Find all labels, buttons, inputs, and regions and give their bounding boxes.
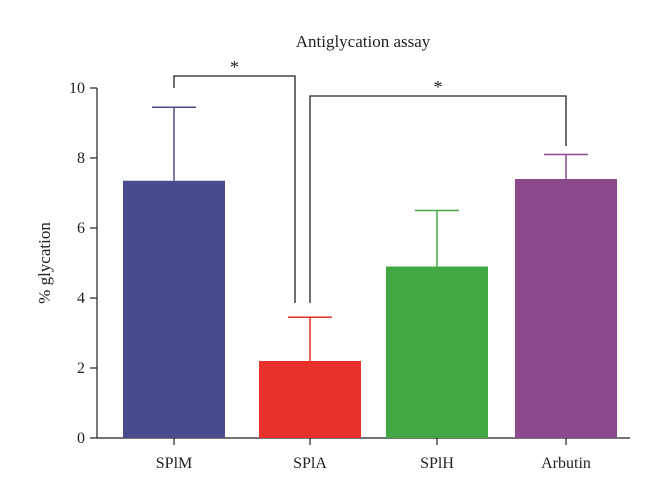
x-tick-label: Arbutin [541, 455, 591, 472]
bar-arbutin [515, 179, 617, 438]
bar-spla [259, 361, 361, 438]
y-axis-label: % glycation [35, 222, 54, 304]
significance-label: * [230, 57, 239, 77]
y-tick-label: 8 [77, 150, 85, 167]
significance-bracket [173, 75, 296, 303]
plot-area: 0 2 4 6 8 10 SPlM SPlA SPlH Arbutin * * [69, 57, 630, 472]
chart-title: Antiglycation assay [296, 32, 431, 51]
bar-splh [386, 266, 488, 438]
y-tick-label: 6 [77, 220, 85, 237]
x-tick-label: SPlH [420, 455, 454, 472]
y-tick-label: 4 [77, 290, 85, 307]
y-tick-label: 0 [77, 430, 85, 447]
y-tick-label: 2 [77, 360, 85, 377]
x-tick-label: SPlA [293, 455, 327, 472]
y-tick-label: 10 [69, 80, 85, 97]
x-tick-label: SPlM [156, 455, 192, 472]
significance-label: * [434, 77, 443, 97]
bar-splm [123, 180, 225, 438]
significance-bracket [309, 95, 567, 303]
